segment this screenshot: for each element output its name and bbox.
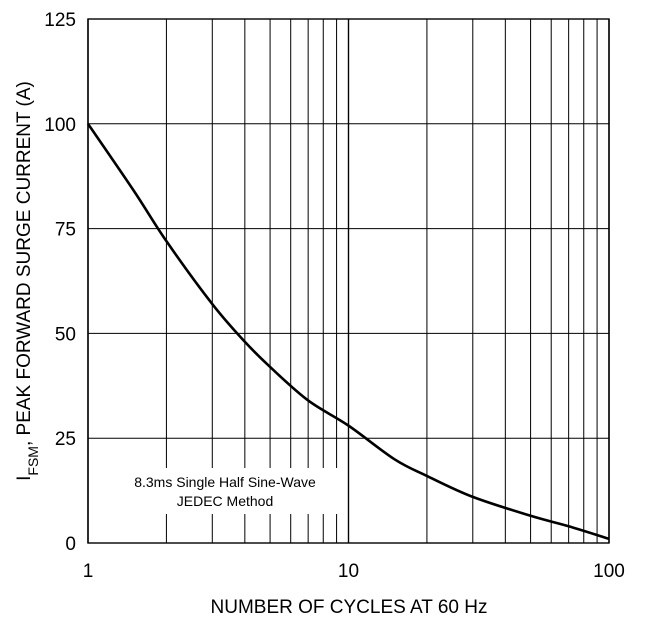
x-tick-label: 1 — [83, 561, 94, 582]
y-tick-label: 100 — [44, 115, 76, 136]
x-axis-title: NUMBER OF CYCLES AT 60 Hz — [211, 597, 488, 617]
y-axis-title-subscript: FSM — [25, 446, 41, 476]
annotation-line-1: 8.3ms Single Half Sine-Wave — [134, 474, 316, 490]
y-tick-label: 75 — [55, 220, 76, 241]
y-tick-label: 50 — [55, 324, 76, 345]
y-axis-title: IFSM, PEAK FORWARD SURGE CURRENT (A) — [14, 81, 41, 481]
series-layer — [86, 123, 610, 541]
y-tick-label: 0 — [65, 534, 76, 555]
tick-labels: 0 25 50 75 100 125 1 10 100 — [44, 10, 625, 582]
x-tick-label: 10 — [338, 561, 359, 582]
y-axis-title-symbol: I — [14, 476, 35, 481]
y-tick-label: 25 — [55, 429, 76, 450]
y-tick-label: 125 — [44, 10, 76, 31]
plot-frame — [87, 18, 610, 544]
series-line — [86, 123, 610, 541]
grid-lines — [87, 18, 610, 544]
annotation-line-2: JEDEC Method — [177, 493, 273, 509]
annotation-background — [106, 468, 343, 514]
annotation-box: 8.3ms Single Half Sine-Wave JEDEC Method — [106, 468, 343, 514]
y-axis-title-text: , PEAK FORWARD SURGE CURRENT (A) — [14, 81, 35, 446]
x-tick-label: 100 — [593, 561, 625, 582]
